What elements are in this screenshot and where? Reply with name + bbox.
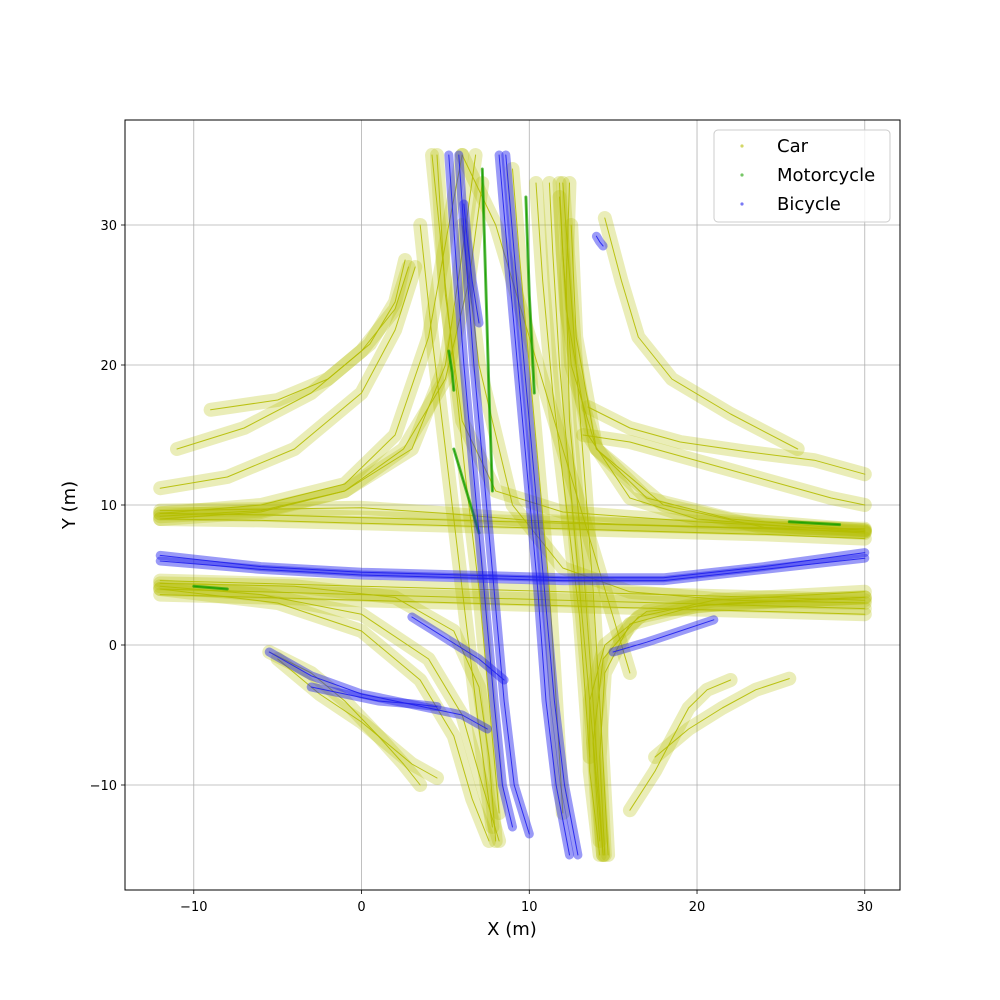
car-trajectory-core	[587, 406, 866, 475]
car-trajectory-core	[159, 512, 866, 533]
car-trajectory-core	[565, 182, 604, 856]
car-trajectory-core	[159, 588, 866, 610]
plot-data	[153, 148, 872, 862]
x-tick-label: 0	[357, 900, 365, 915]
car-trajectory-core	[535, 182, 591, 758]
bicycle-trajectory-core	[458, 154, 530, 835]
car-trajectory-core	[559, 196, 866, 533]
car-trajectory-core	[461, 224, 866, 604]
y-tick-label: 20	[100, 359, 117, 374]
car-trajectory-core	[159, 582, 497, 842]
bicycle-trajectory-core	[310, 686, 438, 708]
legend-label-car: Car	[777, 136, 809, 157]
car-trajectory-core	[592, 591, 866, 842]
legend-box	[713, 129, 891, 223]
car-trajectory-core	[159, 154, 463, 514]
x-tick-label: 30	[856, 900, 873, 915]
car-trajectory-core	[461, 154, 631, 674]
motorcycle-series	[192, 167, 842, 591]
bicycle-trajectory-core	[595, 235, 604, 247]
car-trajectory-core	[159, 518, 866, 540]
bicycle-trajectory-core	[448, 154, 513, 828]
bicycle-trajectory-core	[268, 651, 488, 730]
car-trajectory-core	[159, 585, 500, 842]
car-trajectory-core	[512, 168, 564, 814]
ticks: −10 0 10 20 30 −10 0 10 20 30	[90, 219, 873, 915]
motorcycle-trajectory-core	[525, 196, 535, 394]
bicycle-trajectory-core	[505, 154, 579, 856]
motorcycle-trajectory-core	[448, 350, 455, 391]
car-trajectory-core	[419, 224, 493, 828]
bicycle-trajectory-core	[463, 203, 480, 324]
motorcycle-trajectory-core	[481, 168, 493, 492]
bicycle-trajectory-core	[159, 557, 866, 582]
bicycle-trajectory-core	[159, 552, 866, 579]
legend-marker-bicycle	[740, 202, 744, 206]
legend-marker-motorcycle	[740, 173, 744, 177]
bicycle-trajectory-core	[411, 616, 505, 681]
bicycle-trajectory-core	[498, 154, 570, 856]
car-series	[153, 148, 872, 862]
car-trajectory-core	[159, 266, 416, 489]
legend-marker-car	[740, 144, 744, 148]
car-trajectory-core	[604, 217, 799, 450]
bicycle-trajectory-core	[612, 619, 715, 653]
car-trajectory-core	[159, 594, 866, 615]
x-tick-label: 20	[689, 900, 706, 915]
y-tick-label: 30	[100, 219, 117, 234]
y-tick-label: 10	[100, 499, 117, 514]
motorcycle-trajectory-core	[453, 448, 480, 534]
car-trajectory-core	[582, 434, 866, 506]
legend-label-motorcycle: Motorcycle	[777, 165, 875, 186]
bicycle-series	[155, 150, 870, 860]
motorcycle-trajectory-core	[193, 585, 228, 590]
motorcycle-trajectory-core	[788, 521, 841, 526]
car-trajectory-core	[436, 154, 866, 531]
car-trajectory-core	[629, 679, 732, 811]
grid	[125, 120, 900, 890]
legend: Car Motorcycle Bicycle	[713, 129, 891, 223]
car-trajectory-core	[159, 588, 490, 842]
car-trajectory-core	[159, 154, 477, 517]
car-trajectory-core	[268, 651, 421, 786]
car-trajectory-core	[589, 596, 866, 856]
car-trajectory-core	[570, 224, 866, 531]
x-tick-label: 10	[521, 900, 538, 915]
legend-label-bicycle: Bicycle	[777, 194, 841, 215]
y-tick-label: 0	[109, 639, 117, 654]
x-tick-label: −10	[180, 900, 207, 915]
car-trajectory-core	[277, 658, 438, 779]
x-axis-label: X (m)	[487, 919, 537, 940]
car-trajectory-core	[210, 259, 406, 411]
car-trajectory-core	[159, 580, 866, 601]
y-axis-label: Y (m)	[59, 481, 80, 530]
car-trajectory-core	[431, 154, 500, 814]
car-trajectory-core	[562, 182, 609, 856]
y-tick-label: −10	[90, 779, 117, 794]
car-trajectory-core	[654, 678, 790, 758]
